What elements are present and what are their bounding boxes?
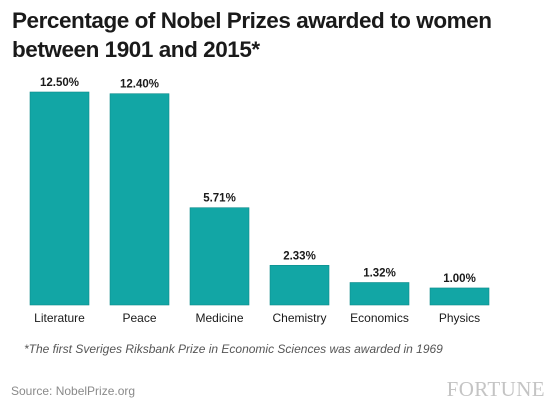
footnote: *The first Sveriges Riksbank Prize in Ec… bbox=[24, 342, 443, 356]
data-label-peace: 12.40% bbox=[120, 79, 159, 91]
category-label-peace: Peace bbox=[122, 311, 156, 325]
bar-medicine bbox=[189, 207, 250, 306]
bar-peace bbox=[109, 93, 170, 306]
source-credit: Source: NobelPrize.org bbox=[11, 384, 136, 398]
category-label-medicine: Medicine bbox=[195, 311, 243, 325]
category-label-physics: Physics bbox=[439, 311, 480, 325]
category-label-literature: Literature bbox=[34, 311, 85, 325]
data-label-literature: 12.50% bbox=[40, 77, 79, 89]
fortune-logo: FORTUNE bbox=[446, 377, 545, 401]
bar-chemistry bbox=[269, 264, 330, 306]
chart-title: Percentage of Nobel Prizes awarded to wo… bbox=[12, 6, 542, 64]
data-label-medicine: 5.71% bbox=[203, 193, 236, 205]
category-label-chemistry: Chemistry bbox=[272, 311, 326, 325]
category-label-economics: Economics bbox=[350, 311, 409, 325]
bar-economics bbox=[349, 282, 410, 306]
data-label-physics: 1.00% bbox=[443, 273, 476, 285]
data-label-chemistry: 2.33% bbox=[283, 250, 316, 262]
bar-literature bbox=[29, 91, 90, 306]
chart-title-line-2: between 1901 and 2015* bbox=[12, 37, 260, 62]
bar-physics bbox=[429, 287, 490, 306]
data-label-economics: 1.32% bbox=[363, 268, 396, 280]
chart-title-line-1: Percentage of Nobel Prizes awarded to wo… bbox=[12, 8, 492, 33]
